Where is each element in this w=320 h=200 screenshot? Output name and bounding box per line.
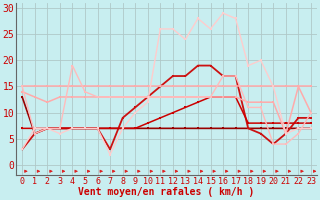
X-axis label: Vent moyen/en rafales ( km/h ): Vent moyen/en rafales ( km/h )	[78, 187, 255, 197]
